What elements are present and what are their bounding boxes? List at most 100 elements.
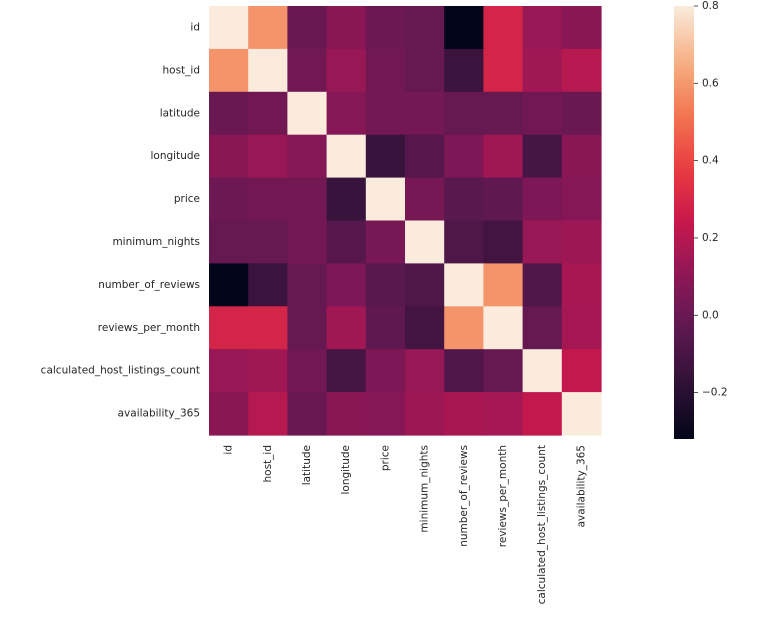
heatmap-cell: [248, 134, 288, 179]
heatmap-cell: [209, 6, 249, 50]
heatmap-cell: [248, 6, 288, 50]
heatmap-cell: [248, 220, 288, 264]
heatmap-cell: [365, 263, 406, 307]
heatmap-cell: [522, 91, 563, 136]
heatmap-cell: [365, 220, 406, 264]
x-tick-label: number_of_reviews: [458, 445, 470, 547]
heatmap-cell: [248, 48, 288, 93]
colorbar: −0.2 0.0 0.2 0.4 0.6 0.8: [674, 0, 728, 439]
heatmap-cell: [561, 263, 602, 307]
heatmap-cell: [444, 349, 484, 393]
y-tick-label: latitude: [160, 107, 200, 119]
heatmap-cell: [561, 306, 602, 350]
heatmap-cell: [522, 6, 563, 50]
x-tick-labels: id host_id latitude longitude price minimum_n…: [223, 445, 588, 604]
heatmap-cell: [209, 306, 249, 350]
heatmap-cell: [287, 134, 328, 179]
heatmap-cell: [365, 91, 406, 136]
heatmap-cell: [483, 177, 524, 222]
heatmap-cell: [405, 177, 445, 222]
heatmap-cell: [365, 6, 406, 50]
heatmap-cell: [248, 392, 288, 436]
heatmap-cell: [405, 392, 445, 436]
heatmap-cell: [444, 48, 484, 93]
heatmap-cell: [405, 263, 445, 307]
heatmap-cell: [365, 306, 406, 350]
heatmap-cell: [444, 263, 484, 307]
y-tick-label: minimum_nights: [112, 236, 200, 248]
heatmap-cell: [561, 392, 602, 436]
colorbar-ticks: −0.2 0.0 0.2 0.4 0.6 0.8: [694, 0, 728, 399]
x-tick-label: availability_365: [575, 445, 587, 527]
heatmap-cell: [522, 392, 563, 436]
heatmap-cell: [405, 349, 445, 393]
heatmap-cell: [444, 220, 484, 264]
heatmap-cell: [326, 177, 367, 222]
heatmap-cell: [561, 349, 602, 393]
y-tick-label: reviews_per_month: [98, 322, 200, 334]
heatmap-cell: [365, 177, 406, 222]
heatmap-cell: [326, 220, 367, 264]
heatmap-cell: [248, 263, 288, 307]
heatmap-cell: [522, 134, 563, 179]
y-tick-labels: id host_id latitude longitude price minimum_n…: [41, 21, 200, 419]
heatmap-cell: [483, 6, 524, 50]
heatmap-cell: [287, 263, 328, 307]
colorbar-tick-label: 0.2: [702, 232, 719, 244]
heatmap-cell: [287, 349, 328, 393]
heatmap-cell: [209, 91, 249, 136]
heatmap-cell: [522, 177, 563, 222]
colorbar-tick-label: 0.0: [702, 309, 719, 321]
heatmap-cell: [405, 220, 445, 264]
heatmap-cell: [326, 306, 367, 350]
heatmap-cell: [444, 177, 484, 222]
heatmap-cell: [287, 392, 328, 436]
heatmap-cell: [561, 134, 602, 179]
heatmap-cell: [326, 48, 367, 93]
heatmap-cell: [405, 48, 445, 93]
y-tick-label: id: [190, 21, 200, 33]
heatmap-cell: [209, 263, 249, 307]
x-tick-label: reviews_per_month: [497, 445, 509, 547]
heatmap-cell: [483, 91, 524, 136]
y-tick-label: calculated_host_listings_count: [41, 365, 200, 377]
heatmap-cell: [522, 263, 563, 307]
colorbar-tick-label: 0.4: [702, 155, 719, 167]
y-tick-label: availability_365: [118, 408, 200, 420]
colorbar-gradient: [674, 6, 694, 439]
heatmap-cell: [248, 177, 288, 222]
y-tick-label: number_of_reviews: [98, 279, 200, 291]
heatmap-cell: [561, 220, 602, 264]
heatmap-cell: [287, 220, 328, 264]
heatmap-cell: [483, 220, 524, 264]
x-tick-label: calculated_host_listings_count: [536, 445, 548, 604]
heatmap-cell: [248, 91, 288, 136]
heatmap-cell: [561, 48, 602, 93]
x-tick-label: longitude: [340, 445, 352, 494]
heatmap-cell: [405, 6, 445, 50]
heatmap-cell: [326, 349, 367, 393]
x-tick-label: latitude: [301, 445, 313, 485]
heatmap-cell: [365, 349, 406, 393]
x-tick-label: id: [223, 445, 235, 455]
heatmap-cell: [326, 392, 367, 436]
heatmap-cell: [287, 306, 328, 350]
heatmap-cell: [287, 6, 328, 50]
x-tick-label: price: [379, 445, 391, 471]
heatmap-cell: [561, 91, 602, 136]
heatmap-cell: [326, 91, 367, 136]
heatmap-cell: [483, 306, 524, 350]
heatmap-cell: [483, 349, 524, 393]
colorbar-tick-label: −0.2: [702, 387, 728, 399]
heatmap-cell: [444, 134, 484, 179]
heatmap-cell: [561, 6, 602, 50]
heatmap-cell: [326, 263, 367, 307]
heatmap-cell: [209, 349, 249, 393]
heatmap-cell: [405, 91, 445, 136]
heatmap-cell: [561, 177, 602, 222]
heatmap-cell: [287, 48, 328, 93]
heatmap-cell: [365, 134, 406, 179]
heatmap-cell: [209, 177, 249, 222]
x-tick-label: minimum_nights: [419, 445, 431, 533]
